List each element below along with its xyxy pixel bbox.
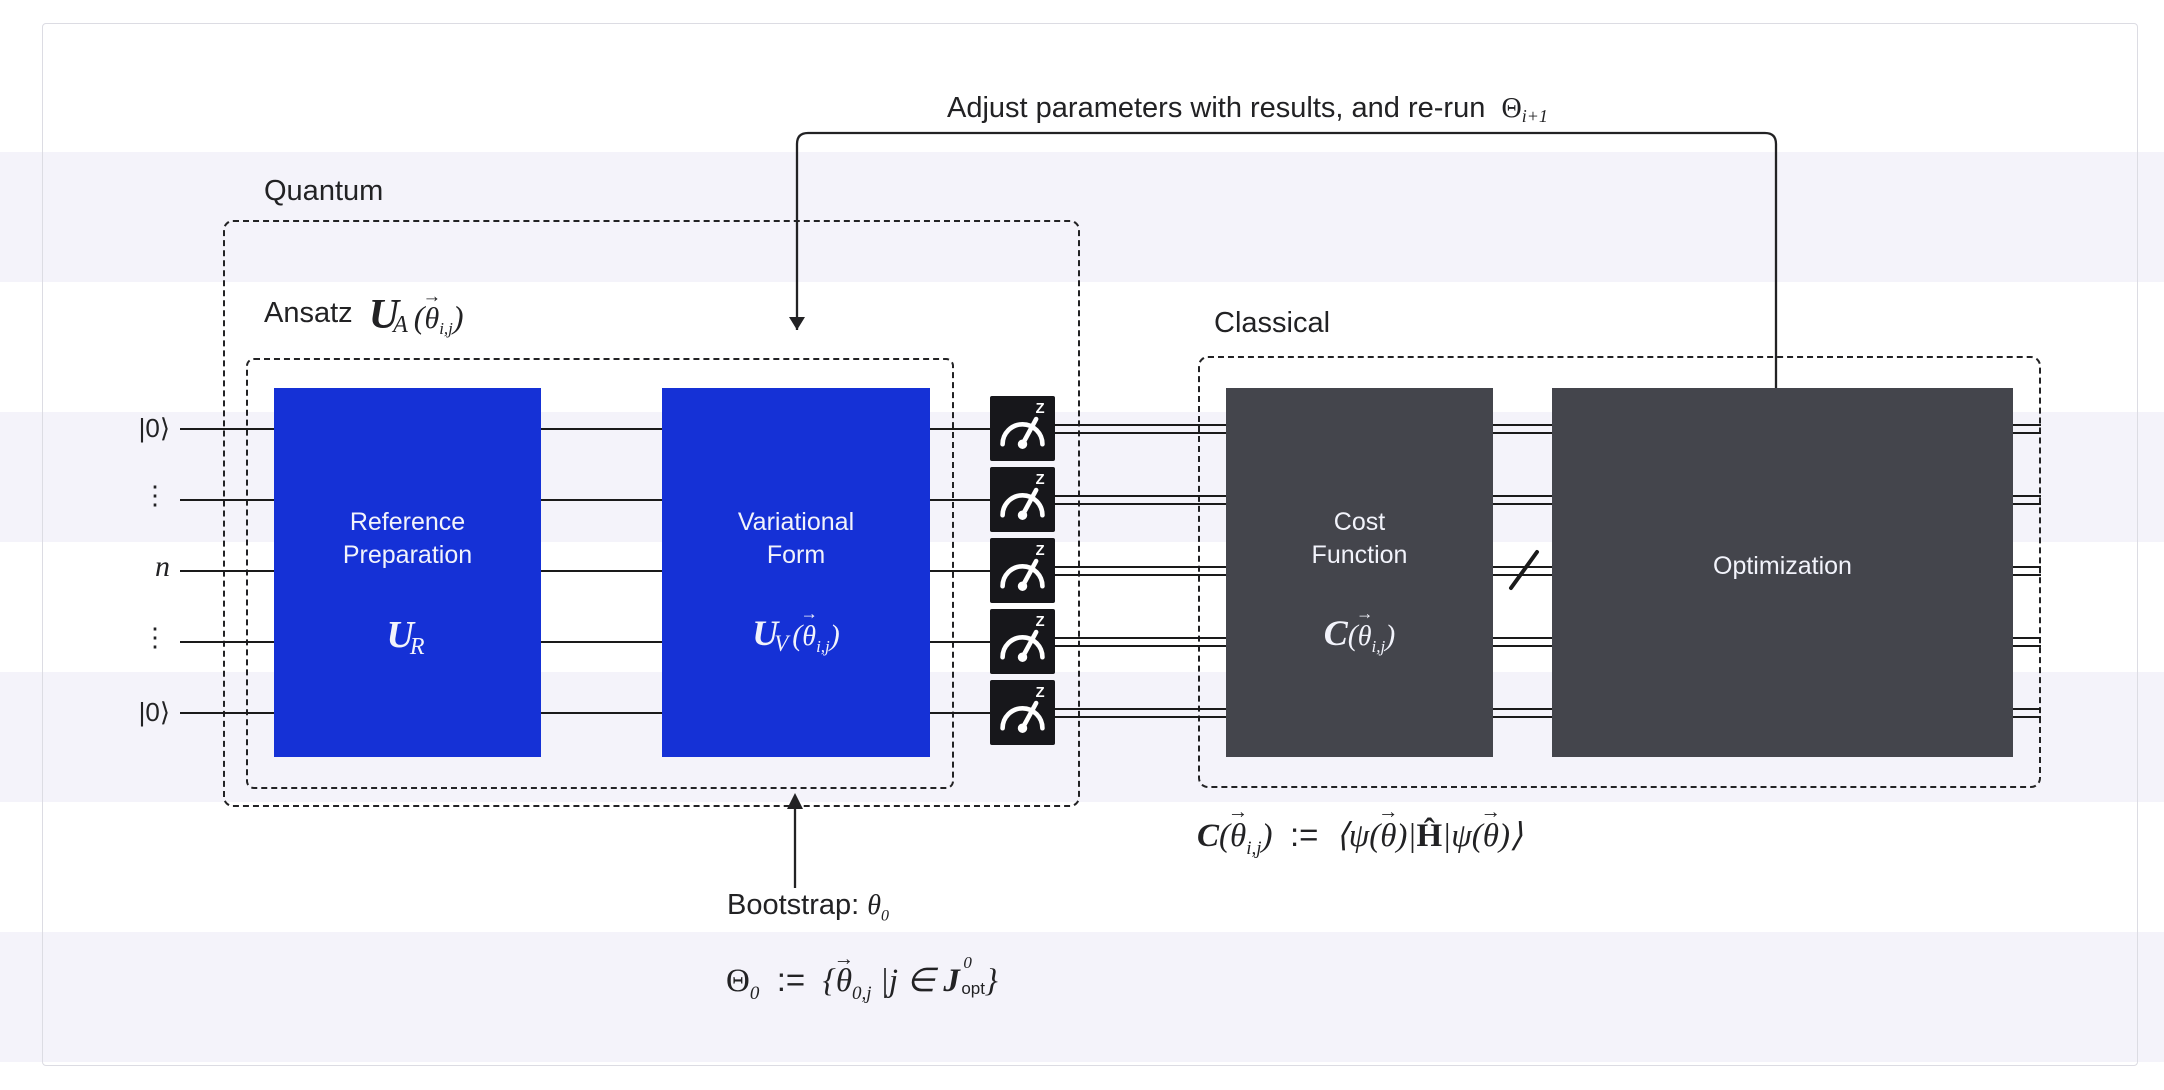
svg-text:Z: Z bbox=[1036, 684, 1045, 700]
svg-text:Z: Z bbox=[1036, 400, 1045, 416]
svg-text:Z: Z bbox=[1036, 613, 1045, 629]
svg-text:Z: Z bbox=[1036, 542, 1045, 558]
svg-text:Z: Z bbox=[1036, 471, 1045, 487]
